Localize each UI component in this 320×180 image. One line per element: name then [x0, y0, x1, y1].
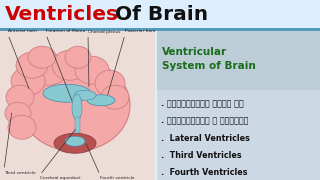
- Ellipse shape: [54, 133, 96, 153]
- Text: .  Third Ventricles: . Third Ventricles: [161, 151, 242, 160]
- Ellipse shape: [11, 67, 45, 95]
- Ellipse shape: [43, 84, 91, 102]
- Ellipse shape: [28, 53, 68, 85]
- Bar: [157, 30, 320, 180]
- Ellipse shape: [65, 136, 85, 146]
- Text: Ventricles: Ventricles: [5, 4, 119, 24]
- Ellipse shape: [101, 85, 129, 109]
- Text: Of Brain: Of Brain: [108, 4, 208, 24]
- Bar: [0, 28, 320, 30]
- Ellipse shape: [74, 90, 96, 100]
- Text: Fourth ventricle: Fourth ventricle: [100, 176, 135, 180]
- Text: Cerebral aqueduct: Cerebral aqueduct: [40, 176, 81, 180]
- Ellipse shape: [75, 56, 109, 84]
- Ellipse shape: [65, 46, 91, 68]
- Ellipse shape: [72, 94, 82, 120]
- Bar: [0, 30, 155, 180]
- Bar: [75, 117, 79, 133]
- Ellipse shape: [95, 70, 125, 96]
- Text: Third ventricle: Third ventricle: [4, 171, 36, 175]
- Bar: [0, 0, 320, 28]
- Bar: [157, 30, 320, 90]
- Text: Choroid plexus: Choroid plexus: [88, 30, 120, 33]
- Text: . वेंट्रिकल क्या है: . वेंट्रिकल क्या है: [161, 99, 244, 108]
- Ellipse shape: [8, 115, 36, 139]
- Ellipse shape: [16, 52, 48, 78]
- Ellipse shape: [20, 59, 130, 151]
- Text: Foramen of Monro: Foramen of Monro: [46, 30, 85, 33]
- Ellipse shape: [6, 85, 34, 109]
- Ellipse shape: [52, 50, 88, 80]
- Ellipse shape: [5, 102, 31, 124]
- Text: Ventricular
System of Brain: Ventricular System of Brain: [162, 47, 256, 71]
- Text: Anterior horn: Anterior horn: [8, 30, 37, 33]
- Text: . वेंट्रिकल क प्रकार: . वेंट्रिकल क प्रकार: [161, 117, 248, 126]
- Ellipse shape: [87, 95, 115, 106]
- Text: .  Fourth Ventricles: . Fourth Ventricles: [161, 168, 247, 177]
- Text: Posterior horn: Posterior horn: [125, 30, 156, 33]
- Ellipse shape: [28, 46, 56, 68]
- Text: .  Lateral Ventricles: . Lateral Ventricles: [161, 134, 250, 143]
